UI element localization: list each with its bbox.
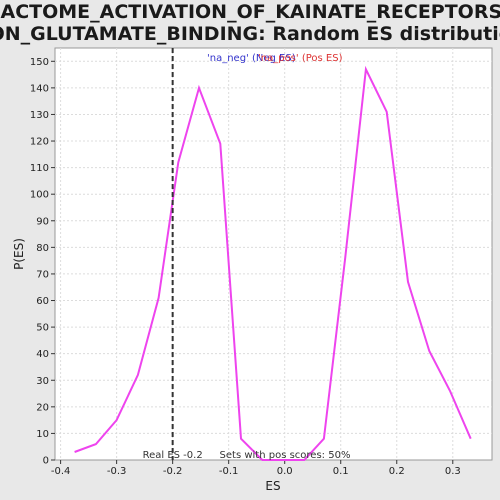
legend-neg: 'na_neg' (Neg ES) bbox=[207, 53, 296, 64]
grid bbox=[55, 48, 492, 460]
chart-title-line1: REACTOME_ACTIVATION_OF_KAINATE_RECEPTORS… bbox=[0, 1, 500, 23]
y-tick-label: 40 bbox=[36, 349, 49, 360]
y-tick-label: 100 bbox=[30, 190, 49, 201]
y-tick-label: 60 bbox=[36, 296, 49, 307]
plot-area bbox=[54, 47, 493, 461]
y-tick-label: 30 bbox=[36, 376, 49, 387]
y-axis: 0 10 20 30 40 50 60 70 80 90 100 110 120 130 140 150 bbox=[30, 57, 55, 467]
real-es-label: Real ES -0.2 bbox=[143, 450, 203, 461]
x-axis-label: ES bbox=[265, 479, 280, 493]
x-tick-label: 0.3 bbox=[445, 466, 461, 477]
y-tick-label: 150 bbox=[30, 57, 49, 68]
x-tick-label: -0.3 bbox=[107, 466, 127, 477]
y-tick-label: 110 bbox=[30, 163, 49, 174]
y-tick-label: 130 bbox=[30, 110, 49, 121]
x-tick-label: -0.2 bbox=[163, 466, 183, 477]
y-tick-label: 70 bbox=[36, 269, 49, 280]
x-tick-label: -0.4 bbox=[51, 466, 71, 477]
x-tick-label: -0.1 bbox=[219, 466, 239, 477]
y-tick-label: 0 bbox=[43, 456, 49, 467]
x-tick-label: 0.1 bbox=[333, 466, 349, 477]
x-axis: -0.4 -0.3 -0.2 -0.1 0.0 0.1 0.2 0.3 bbox=[51, 460, 461, 477]
y-tick-label: 120 bbox=[30, 137, 49, 148]
x-tick-label: 0.0 bbox=[277, 466, 293, 477]
es-distribution-line bbox=[74, 65, 472, 461]
legend-pos: 'na_pos' (Pos ES) bbox=[258, 53, 343, 64]
y-tick-label: 140 bbox=[30, 83, 49, 94]
y-tick-label: 50 bbox=[36, 323, 49, 334]
y-axis-label: P(ES) bbox=[12, 238, 26, 270]
y-tick-label: 90 bbox=[36, 216, 49, 227]
y-tick-label: 80 bbox=[36, 243, 49, 254]
x-tick-label: 0.2 bbox=[389, 466, 405, 477]
y-tick-label: 10 bbox=[36, 429, 49, 440]
y-tick-label: 20 bbox=[36, 402, 49, 413]
chart-title-line2: PON_GLUTAMATE_BINDING: Random ES distrib… bbox=[0, 23, 500, 45]
pos-scores-label: Sets with pos scores: 50% bbox=[220, 450, 351, 461]
